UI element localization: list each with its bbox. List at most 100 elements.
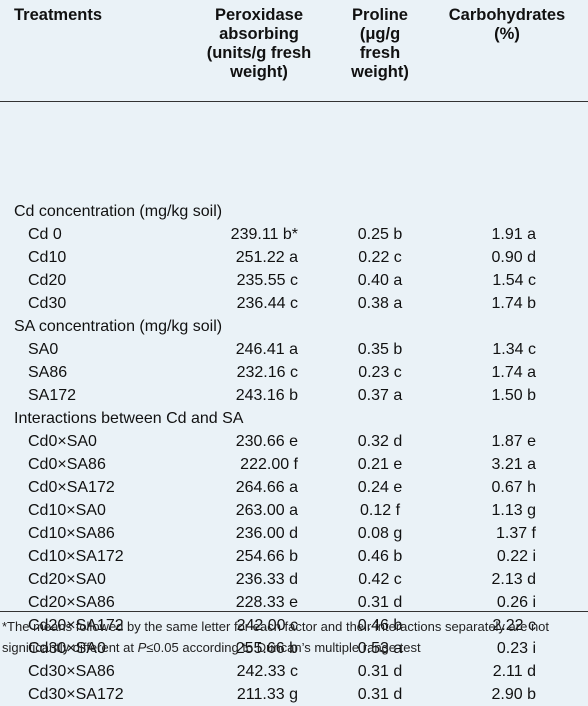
carbohydrates-cell: 0.26 i xyxy=(496,594,536,611)
proline-cell: 0.25 b xyxy=(357,226,403,243)
peroxidase-cell: 254.66 b xyxy=(235,548,298,565)
treatment-cell: Cd10×SA172 xyxy=(28,548,124,565)
footnote-p-symbol: P xyxy=(137,640,147,655)
table-row: Cd10×SA86 236.00 d 0.08 g 1.37 f xyxy=(0,522,588,545)
table-row: Cd10×SA0 263.00 a 0.12 f 1.13 g xyxy=(0,499,588,522)
proline-cell: 0.40 a xyxy=(357,272,403,289)
treatment-cell: Cd0×SA172 xyxy=(28,479,115,496)
header-line: (μg/g xyxy=(359,25,401,43)
proline-cell: 0.35 b xyxy=(357,341,403,358)
header-peroxidase: Peroxidase absorbing (units/g fresh weig… xyxy=(184,0,334,100)
treatment-cell: Cd30×SA0 xyxy=(28,640,106,657)
carbohydrates-cell: 0.22 i xyxy=(496,548,536,565)
table-row: Cd10 251.22 a 0.22 c 0.90 d xyxy=(0,246,588,269)
treatment-cell: Cd0×SA0 xyxy=(28,433,97,450)
proline-cell: 0.31 d xyxy=(357,686,403,703)
carbohydrates-cell: 1.74 a xyxy=(491,364,536,381)
carbohydrates-cell: 1.13 g xyxy=(491,502,536,519)
proline-cell: 0.31 d xyxy=(357,663,403,680)
footnote-text: *The means followed by the same letter f… xyxy=(2,619,550,655)
header-line: Proline xyxy=(352,6,408,24)
treatment-cell: Cd30×SA172 xyxy=(28,686,124,703)
peroxidase-cell: 243.16 b xyxy=(235,387,298,404)
carbohydrates-cell: 1.50 b xyxy=(491,387,536,404)
proline-cell: 0.08 g xyxy=(357,525,403,542)
peroxidase-cell: 239.11 b* xyxy=(230,226,298,243)
section-header-row: Interactions between Cd and SA xyxy=(0,407,588,430)
header-line: Peroxidase xyxy=(214,6,304,24)
treatment-cell: Cd 0 xyxy=(28,226,62,243)
proline-cell: 0.46 b xyxy=(357,548,403,565)
proline-cell: 0.22 c xyxy=(358,249,402,266)
table-row: Cd0×SA86 222.00 f 0.21 e 3.21 a xyxy=(0,453,588,476)
table-row: SA0 246.41 a 0.35 b 1.34 c xyxy=(0,338,588,361)
carbohydrates-cell: 2.90 b xyxy=(491,686,536,703)
carbohydrates-cell: 0.90 d xyxy=(491,249,536,266)
treatment-cell: Cd30×SA86 xyxy=(28,663,115,680)
header-divider xyxy=(0,101,588,102)
header-line: fresh xyxy=(359,44,401,62)
section-header-row: SA concentration (mg/kg soil) xyxy=(0,315,588,338)
header-line: absorbing xyxy=(219,25,299,43)
carbohydrates-cell: 2.13 d xyxy=(491,571,536,588)
carbohydrates-cell: 3.21 a xyxy=(491,456,536,473)
peroxidase-cell: 236.33 d xyxy=(235,571,298,588)
table-row: Cd30×SA172 211.33 g 0.31 d 2.90 b xyxy=(0,683,588,706)
peroxidase-cell: 263.00 a xyxy=(235,502,298,519)
header-line: (units/g fresh xyxy=(206,44,312,62)
table-row: Cd0×SA172 264.66 a 0.24 e 0.67 h xyxy=(0,476,588,499)
carbohydrates-cell: 1.74 b xyxy=(491,295,536,312)
carbohydrates-cell: 1.87 e xyxy=(491,433,536,450)
proline-cell: 0.32 d xyxy=(357,433,403,450)
section-header-row: Cd concentration (mg/kg soil) xyxy=(0,200,588,223)
proline-cell: 0.23 c xyxy=(358,364,402,381)
treatment-cell: Cd20×SA0 xyxy=(28,571,106,588)
table-row: Cd30×SA86 242.33 c 0.31 d 2.11 d xyxy=(0,660,588,683)
proline-cell: 0.31 d xyxy=(357,594,403,611)
section-title: Interactions between Cd and SA xyxy=(14,410,244,427)
carbohydrates-cell: 1.34 c xyxy=(492,341,536,358)
proline-cell: 0.24 e xyxy=(357,479,403,496)
carbohydrates-cell: 0.23 i xyxy=(496,640,536,657)
peroxidase-cell: 222.00 f xyxy=(240,456,298,473)
treatment-cell: SA0 xyxy=(28,341,59,358)
proline-cell: 0.53 a xyxy=(357,640,403,657)
footer-divider xyxy=(0,611,588,612)
treatment-cell: Cd10×SA86 xyxy=(28,525,115,542)
table-row: Cd20 235.55 c 0.40 a 1.54 c xyxy=(0,269,588,292)
footnote-text-end: ≤0.05 according to Duncan’s multiple ran… xyxy=(146,640,421,655)
header-line: Carbohydrates xyxy=(448,6,566,24)
table-row: Cd30 236.44 c 0.38 a 1.74 b xyxy=(0,292,588,315)
section-title: Cd concentration (mg/kg soil) xyxy=(14,203,223,220)
treatment-cell: Cd10×SA0 xyxy=(28,502,106,519)
proline-cell: 0.37 a xyxy=(357,387,403,404)
proline-cell: 0.12 f xyxy=(359,502,401,519)
treatment-cell: Cd20 xyxy=(28,272,67,289)
table-row: Cd20×SA86 228.33 e 0.31 d 0.26 i xyxy=(0,591,588,614)
carbohydrates-cell: 1.91 a xyxy=(491,226,536,243)
header-treatments: Treatments xyxy=(0,0,184,100)
peroxidase-cell: 242.00 c xyxy=(236,617,298,634)
header-line: weight) xyxy=(351,63,409,81)
carbohydrates-cell: 2.22 c xyxy=(492,617,536,634)
table-row: Cd30×SA0 255.66 b 0.53 a 0.23 i xyxy=(0,637,588,660)
peroxidase-cell: 242.33 c xyxy=(236,663,298,680)
carbohydrates-cell: 0.67 h xyxy=(491,479,536,496)
header-line: weight) xyxy=(230,63,288,81)
section-title: SA concentration (mg/kg soil) xyxy=(14,318,223,335)
carbohydrates-cell: 1.54 c xyxy=(492,272,536,289)
header-line: (%) xyxy=(494,25,520,43)
treatment-cell: Cd0×SA86 xyxy=(28,456,106,473)
header-row: Treatments Peroxidase absorbing (units/g… xyxy=(0,0,588,100)
peroxidase-cell: 246.41 a xyxy=(235,341,298,358)
treatment-cell: Cd20×SA172 xyxy=(28,617,124,634)
peroxidase-cell: 251.22 a xyxy=(235,249,298,266)
treatment-cell: Cd30 xyxy=(28,295,67,312)
header-treatments-label: Treatments xyxy=(14,6,103,24)
table-row: SA86 232.16 c 0.23 c 1.74 a xyxy=(0,361,588,384)
footnote: *The means followed by the same letter f… xyxy=(2,616,586,658)
treatment-cell: SA172 xyxy=(28,387,77,404)
proline-cell: 0.46 b xyxy=(357,617,403,634)
peroxidase-cell: 236.00 d xyxy=(235,525,298,542)
